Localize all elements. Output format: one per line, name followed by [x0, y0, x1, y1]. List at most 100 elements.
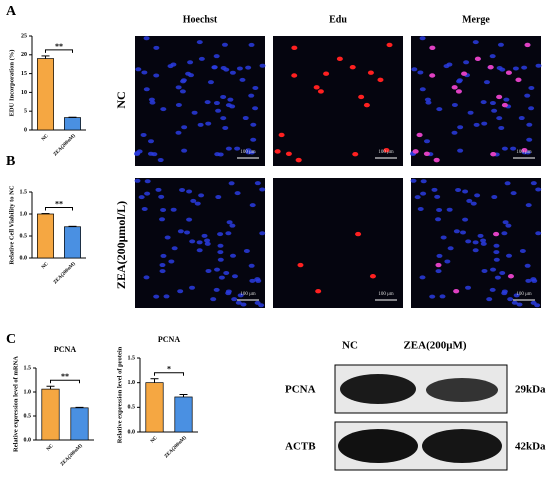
- nucleus: [211, 65, 218, 70]
- nucleus: [144, 191, 151, 196]
- edu-nucleus: [521, 148, 528, 153]
- nucleus: [189, 239, 196, 244]
- y-tick-label: 0.5: [24, 413, 32, 419]
- nucleus: [510, 191, 517, 196]
- scale-label: 100 μm: [240, 292, 255, 297]
- nucleus: [220, 65, 227, 70]
- nucleus: [187, 60, 194, 65]
- edu-nucleus: [501, 102, 508, 108]
- edu-nucleus: [507, 274, 514, 279]
- nucleus: [436, 107, 443, 112]
- nucleus: [147, 151, 154, 156]
- nucleus: [480, 238, 487, 243]
- nucleus: [196, 40, 203, 45]
- significance-bracket: [154, 372, 184, 376]
- column-label: Edu: [329, 14, 347, 25]
- nucleus: [419, 36, 426, 41]
- nucleus: [181, 125, 188, 130]
- nucleus: [164, 235, 171, 240]
- bar: [37, 213, 54, 259]
- edu-nucleus: [412, 149, 419, 154]
- edu-nucleus: [493, 231, 500, 237]
- nucleus: [215, 195, 222, 200]
- edu-nucleus: [295, 157, 302, 163]
- nucleus: [218, 275, 225, 280]
- nucleus: [493, 250, 500, 255]
- y-axis-label: Relative expression level of protein: [116, 346, 123, 443]
- y-tick-label: 0.0: [128, 429, 136, 435]
- nucleus: [229, 104, 236, 109]
- nucleus: [143, 87, 150, 92]
- nucleus: [158, 194, 165, 199]
- nucleus: [423, 139, 430, 144]
- nucleus: [171, 246, 178, 251]
- band: [340, 374, 416, 404]
- nucleus: [491, 108, 498, 113]
- nucleus: [226, 220, 233, 225]
- nucleus: [446, 207, 453, 212]
- significance-label: **: [55, 42, 63, 51]
- nucleus: [434, 194, 441, 199]
- nucleus: [259, 231, 266, 236]
- nucleus: [429, 294, 436, 299]
- nucleus: [467, 110, 474, 115]
- band: [338, 429, 418, 463]
- nucleus: [249, 203, 256, 208]
- nucleus: [191, 110, 198, 115]
- nucleus: [245, 65, 252, 70]
- edu-nucleus: [423, 151, 430, 156]
- nucleus: [248, 93, 255, 98]
- nucleus: [220, 116, 227, 121]
- edu-nucleus: [455, 89, 462, 94]
- y-tick-label: 0.0: [24, 437, 32, 443]
- nucleus: [160, 107, 167, 112]
- nucleus: [447, 246, 454, 251]
- nucleus: [504, 181, 511, 186]
- edu-nucleus: [487, 64, 494, 70]
- y-tick-label: 0.0: [20, 255, 28, 261]
- nucleus: [179, 89, 186, 94]
- nucleus: [136, 149, 143, 154]
- bar: [174, 396, 193, 433]
- nucleus: [201, 233, 208, 238]
- edu-nucleus: [505, 70, 512, 75]
- x-tick-label: NC: [150, 435, 159, 444]
- nucleus: [144, 179, 151, 184]
- nucleus: [155, 187, 162, 192]
- nucleus: [491, 195, 498, 200]
- nucleus: [513, 293, 520, 298]
- nucleus: [160, 253, 167, 258]
- significance-bracket: [45, 207, 73, 211]
- nucleus: [477, 233, 484, 238]
- nucleus: [414, 195, 421, 200]
- nucleus: [167, 64, 174, 69]
- edu-nucleus: [313, 85, 320, 90]
- nucleus: [525, 203, 532, 208]
- nucleus: [470, 201, 477, 206]
- nucleus: [225, 289, 232, 294]
- edu-nucleus: [278, 132, 285, 138]
- nucleus: [220, 94, 227, 99]
- nucleus: [498, 125, 505, 130]
- nucleus: [511, 300, 518, 305]
- scale-label: 100 μm: [516, 150, 531, 155]
- x-tick-label: ZEA(200nM): [164, 435, 188, 459]
- scale-label: 100 μm: [378, 292, 393, 297]
- nucleus: [512, 66, 519, 71]
- edu-nucleus: [429, 45, 436, 51]
- nucleus: [259, 187, 266, 192]
- nucleus: [457, 148, 464, 153]
- nucleus: [480, 100, 487, 105]
- edu-nucleus: [383, 148, 390, 153]
- image-frame: [273, 36, 403, 166]
- nucleus: [457, 125, 464, 130]
- nucleus: [243, 248, 250, 253]
- significance-label: **: [61, 372, 69, 381]
- nucleus: [489, 101, 496, 106]
- scale-label: 100 μm: [240, 150, 255, 155]
- nucleus: [234, 191, 241, 196]
- y-tick-label: 0.5: [128, 405, 136, 411]
- nucleus: [410, 178, 417, 183]
- nucleus: [474, 193, 481, 198]
- edu-nucleus: [274, 149, 281, 154]
